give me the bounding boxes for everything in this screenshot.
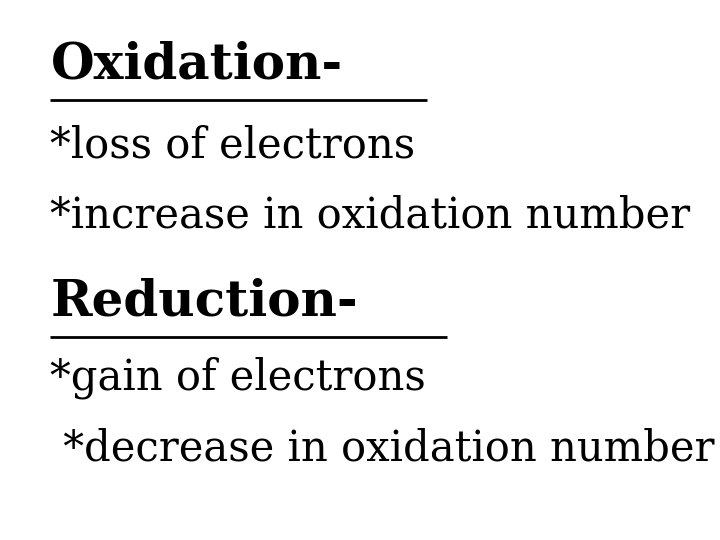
Text: *decrease in oxidation number: *decrease in oxidation number bbox=[50, 427, 715, 469]
Text: Oxidation-: Oxidation- bbox=[50, 40, 343, 89]
Text: *increase in oxidation number: *increase in oxidation number bbox=[50, 195, 690, 237]
Text: Reduction-: Reduction- bbox=[50, 278, 358, 327]
Text: *gain of electrons: *gain of electrons bbox=[50, 357, 426, 399]
Text: *loss of electrons: *loss of electrons bbox=[50, 125, 415, 167]
